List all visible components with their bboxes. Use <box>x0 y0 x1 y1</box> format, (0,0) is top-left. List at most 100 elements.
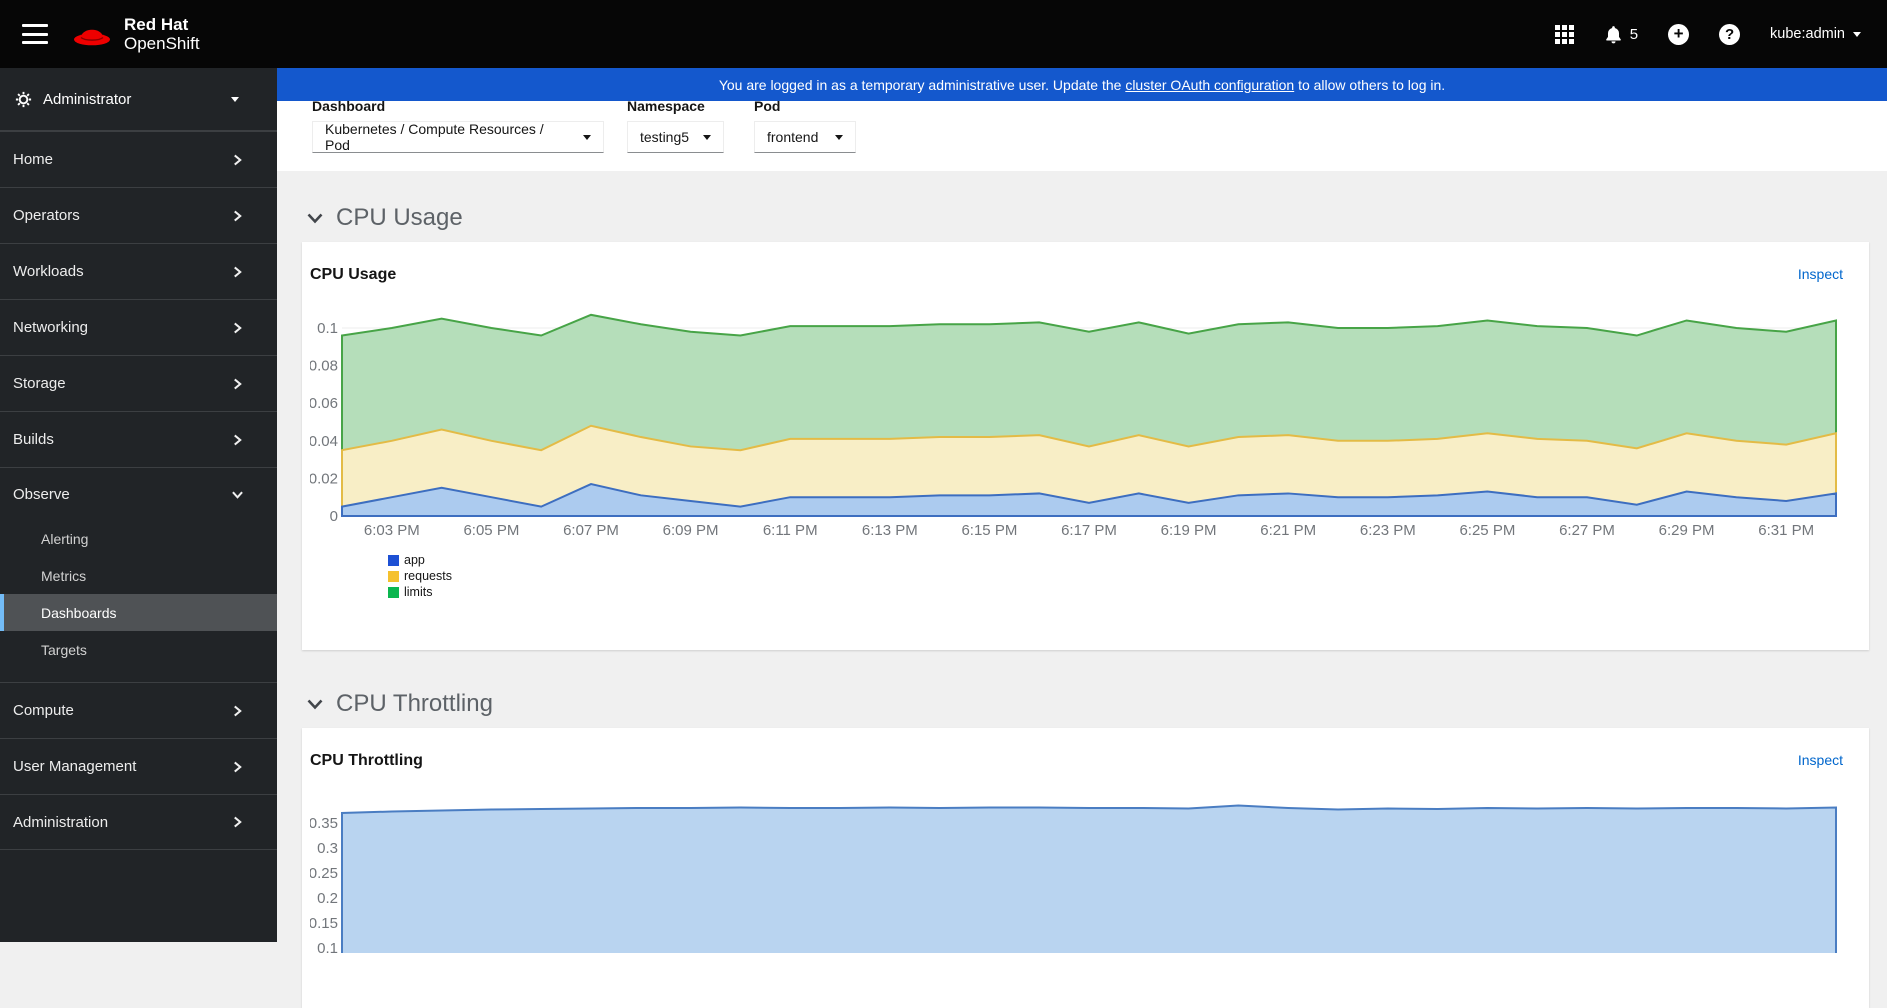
svg-text:6:05 PM: 6:05 PM <box>463 522 519 539</box>
section-toggle-cpu-throttling[interactable]: CPU Throttling <box>307 690 1869 718</box>
sidebar-item-observe[interactable]: Observe <box>0 468 277 520</box>
svg-text:0.2: 0.2 <box>317 890 338 907</box>
sidebar-item-home[interactable]: Home <box>0 131 277 187</box>
chevron-down-icon <box>835 134 843 140</box>
section-toggle-cpu-usage[interactable]: CPU Usage <box>307 204 1869 232</box>
card-title: CPU Usage <box>310 266 397 283</box>
banner-text-after: to allow others to log in. <box>1294 76 1446 93</box>
chevron-down-icon <box>231 96 239 102</box>
sidebar-item-administration[interactable]: Administration <box>0 794 277 850</box>
chevron-right-icon <box>232 761 243 773</box>
sidebar-subitem-label: Dashboards <box>41 604 117 621</box>
svg-text:0: 0 <box>330 508 338 525</box>
oauth-config-link[interactable]: cluster OAuth configuration <box>1125 76 1295 93</box>
app-launcher-button[interactable] <box>1554 24 1574 44</box>
sidebar-item-workloads[interactable]: Workloads <box>0 243 277 299</box>
sidebar-item-storage[interactable]: Storage <box>0 355 277 411</box>
card-title: CPU Throttling <box>310 752 423 769</box>
sidebar-item-dashboards[interactable]: Dashboards <box>0 594 277 631</box>
sidebar-item-label: Builds <box>13 431 54 448</box>
sidebar-item-label: Compute <box>13 702 74 719</box>
svg-text:6:21 PM: 6:21 PM <box>1260 522 1316 539</box>
perspective-label: Administrator <box>43 90 132 108</box>
legend-swatch <box>388 554 399 566</box>
svg-text:0.1: 0.1 <box>317 320 338 337</box>
user-menu[interactable]: kube:admin <box>1770 26 1861 42</box>
svg-text:6:11 PM: 6:11 PM <box>763 522 818 539</box>
help-button[interactable] <box>1719 23 1741 45</box>
sidebar-nav: Administrator Home Operators Workloads N… <box>0 68 277 942</box>
sidebar-subitem-label: Metrics <box>41 567 87 584</box>
sidebar-item-label: Networking <box>13 319 89 336</box>
sidebar-item-alerting[interactable]: Alerting <box>0 520 277 557</box>
legend-swatch <box>388 570 399 582</box>
cpu-throttling-chart: 0.10.150.20.250.30.35 <box>310 804 1837 953</box>
namespace-select-value: testing5 <box>640 129 690 145</box>
svg-text:6:29 PM: 6:29 PM <box>1659 522 1715 539</box>
question-circle-icon <box>1719 23 1741 45</box>
svg-text:6:25 PM: 6:25 PM <box>1459 522 1515 539</box>
sidebar-item-operators[interactable]: Operators <box>0 187 277 243</box>
sidebar-subitem-label: Alerting <box>41 530 89 547</box>
notification-count: 5 <box>1629 25 1639 43</box>
plus-circle-icon <box>1668 23 1690 45</box>
svg-text:6:17 PM: 6:17 PM <box>1061 522 1117 539</box>
chart-legend: app requests limits <box>388 553 1861 599</box>
chevron-right-icon <box>232 705 243 717</box>
chevron-right-icon <box>232 266 243 278</box>
svg-text:6:23 PM: 6:23 PM <box>1360 522 1416 539</box>
inspect-link[interactable]: Inspect <box>1797 752 1843 768</box>
svg-text:0.25: 0.25 <box>310 865 338 882</box>
pod-select[interactable]: frontend <box>754 121 856 153</box>
sidebar-item-networking[interactable]: Networking <box>0 299 277 355</box>
dashboard-filter-bar: Dashboard Kubernetes / Compute Resources… <box>277 96 1887 171</box>
svg-text:0.3: 0.3 <box>317 840 338 857</box>
temp-admin-banner: You are logged in as a temporary adminis… <box>277 68 1887 101</box>
dashboard-filter-label: Dashboard <box>312 98 386 114</box>
section-title: CPU Usage <box>336 204 463 231</box>
chevron-down-icon <box>307 213 323 224</box>
sidebar-item-user-management[interactable]: User Management <box>0 738 277 794</box>
dashboard-select-value: Kubernetes / Compute Resources / Pod <box>325 121 544 153</box>
dashboards-content: CPU Usage CPU Usage Inspect 0 0.02 0.04 0.0… <box>277 171 1887 1008</box>
svg-text:0.04: 0.04 <box>310 433 338 450</box>
sidebar-subitem-label: Targets <box>41 641 87 658</box>
sidebar-item-label: Administration <box>13 813 109 831</box>
chevron-right-icon <box>232 816 243 828</box>
svg-text:6:31 PM: 6:31 PM <box>1758 522 1814 539</box>
brand-logo: Red Hat OpenShift <box>70 15 200 53</box>
sidebar-item-label: User Management <box>13 758 137 775</box>
namespace-select[interactable]: testing5 <box>627 121 724 153</box>
sidebar-item-label: Operators <box>13 207 80 224</box>
nav-toggle-hamburger-icon[interactable] <box>22 24 48 44</box>
pod-select-value: frontend <box>767 129 819 145</box>
inspect-link[interactable]: Inspect <box>1797 266 1843 282</box>
svg-text:0.02: 0.02 <box>310 470 338 487</box>
brand-line2: OpenShift <box>124 34 200 53</box>
svg-text:6:27 PM: 6:27 PM <box>1559 522 1615 539</box>
sidebar-item-label: Home <box>13 151 54 168</box>
import-yaml-button[interactable] <box>1668 23 1690 45</box>
sidebar-item-compute[interactable]: Compute <box>0 682 277 738</box>
svg-text:6:19 PM: 6:19 PM <box>1161 522 1217 539</box>
svg-text:0.08: 0.08 <box>310 358 338 375</box>
chevron-down-icon <box>703 134 712 140</box>
perspective-switcher[interactable]: Administrator <box>0 68 277 131</box>
notifications-button[interactable]: 5 <box>1604 25 1638 44</box>
svg-text:6:09 PM: 6:09 PM <box>663 522 719 539</box>
sidebar-item-targets[interactable]: Targets <box>0 631 277 668</box>
redhat-fedora-icon <box>70 18 114 50</box>
pod-filter-label: Pod <box>754 98 781 114</box>
namespace-filter-label: Namespace <box>627 98 705 114</box>
svg-text:6:13 PM: 6:13 PM <box>862 522 918 539</box>
chevron-right-icon <box>232 434 243 446</box>
dashboard-select[interactable]: Kubernetes / Compute Resources / Pod <box>312 121 604 153</box>
chevron-right-icon <box>232 322 243 334</box>
svg-text:6:15 PM: 6:15 PM <box>961 522 1017 539</box>
user-name: kube:admin <box>1770 26 1845 42</box>
sidebar-item-metrics[interactable]: Metrics <box>0 557 277 594</box>
legend-item-requests: requests <box>388 569 1861 583</box>
cogs-icon <box>14 90 33 109</box>
brand-line1: Red Hat <box>124 14 189 34</box>
sidebar-item-builds[interactable]: Builds <box>0 411 277 467</box>
